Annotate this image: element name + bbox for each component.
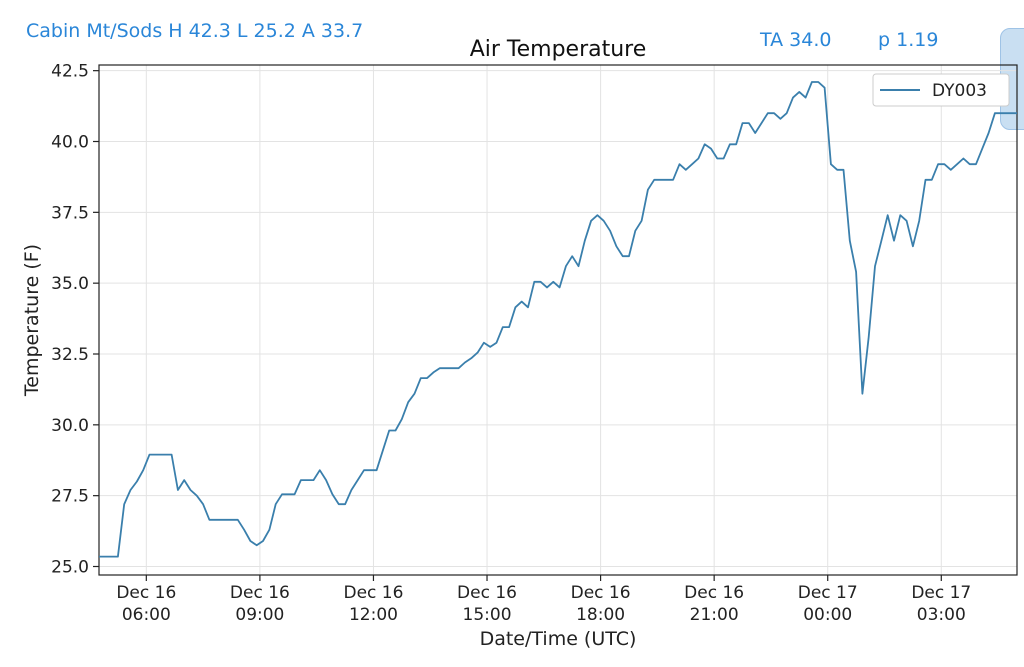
x-tick-label-time: 00:00 xyxy=(803,605,852,625)
y-axis-title: Temperature (F) xyxy=(21,244,43,397)
x-tick-label-date: Dec 17 xyxy=(798,583,858,603)
chart-title: Air Temperature xyxy=(470,37,647,62)
x-tick-label-time: 06:00 xyxy=(122,605,171,625)
x-tick-label-date: Dec 16 xyxy=(230,583,290,603)
x-tick-label-date: Dec 16 xyxy=(684,583,744,603)
legend-box xyxy=(872,73,1010,107)
x-tick-label-time: 12:00 xyxy=(349,605,398,625)
x-tick-label-date: Dec 16 xyxy=(571,583,631,603)
x-axis-title: Date/Time (UTC) xyxy=(480,628,637,650)
x-tick-label-time: 15:00 xyxy=(463,605,512,625)
y-tick-label: 30.0 xyxy=(51,416,89,436)
y-tick-label: 25.0 xyxy=(51,558,89,578)
y-tick-label: 27.5 xyxy=(51,487,89,507)
x-tick-label-time: 09:00 xyxy=(235,605,284,625)
grid xyxy=(99,65,1017,575)
plot-area xyxy=(98,64,1018,576)
x-tick-label-date: Dec 16 xyxy=(343,583,403,603)
x-tick-label-time: 18:00 xyxy=(576,605,625,625)
y-tick-label: 40.0 xyxy=(51,133,89,153)
x-tick-label-date: Dec 16 xyxy=(116,583,176,603)
x-tick-label-time: 03:00 xyxy=(917,605,966,625)
y-tick-label: 32.5 xyxy=(51,345,89,365)
y-tick-label: 42.5 xyxy=(51,62,89,82)
legend: DY003 xyxy=(872,73,1010,107)
legend-label-dy003: DY003 xyxy=(932,81,987,101)
y-tick-label: 35.0 xyxy=(51,274,89,294)
x-tick-label-date: Dec 16 xyxy=(457,583,517,603)
p-value: p 1.19 xyxy=(878,29,939,51)
station-stats: Cabin Mt/Sods H 42.3 L 25.2 A 33.7 xyxy=(26,20,364,42)
y-tick-label: 37.5 xyxy=(51,203,89,223)
ta-value: TA 34.0 xyxy=(760,29,832,51)
series-layer xyxy=(99,81,1017,558)
x-tick-label-date: Dec 17 xyxy=(911,583,971,603)
series-line-dy003 xyxy=(99,81,1017,558)
x-tick-label-time: 21:00 xyxy=(690,605,739,625)
